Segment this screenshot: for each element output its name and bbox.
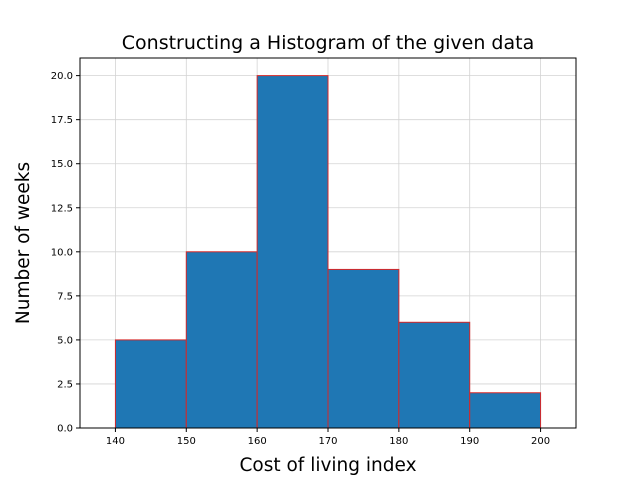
y-axis-label: Number of weeks bbox=[13, 162, 34, 324]
y-tick-label: 10.0 bbox=[51, 247, 73, 258]
y-tick-label: 0.0 bbox=[57, 424, 73, 435]
histogram-bar bbox=[469, 392, 542, 429]
x-tick-label: 150 bbox=[177, 436, 196, 447]
x-tick-label: 190 bbox=[460, 436, 479, 447]
x-tick-label: 170 bbox=[318, 436, 337, 447]
histogram-bar bbox=[185, 251, 258, 429]
y-tick-label: 2.5 bbox=[57, 379, 73, 390]
histogram-bar bbox=[256, 75, 329, 429]
y-tick-label: 12.5 bbox=[51, 203, 73, 214]
x-tick-label: 200 bbox=[531, 436, 550, 447]
y-axis-ticks: 0.0 2.5 5.0 7.5 10.0 12.5 15.0 17.5 20.0 bbox=[51, 71, 80, 435]
y-tick-label: 5.0 bbox=[57, 335, 73, 346]
x-tick-label: 160 bbox=[248, 436, 267, 447]
x-tick-label: 140 bbox=[106, 436, 125, 447]
y-tick-label: 7.5 bbox=[57, 291, 73, 302]
y-tick-label: 17.5 bbox=[51, 115, 73, 126]
histogram-bar bbox=[398, 321, 471, 429]
chart-title: Constructing a Histogram of the given da… bbox=[122, 32, 534, 54]
histogram-bar bbox=[114, 339, 187, 429]
x-axis-label: Cost of living index bbox=[239, 455, 416, 476]
x-axis-ticks: 140 150 160 170 180 190 200 bbox=[106, 428, 550, 447]
y-tick-label: 15.0 bbox=[51, 159, 73, 170]
bars bbox=[114, 75, 542, 429]
x-tick-label: 180 bbox=[389, 436, 408, 447]
y-tick-label: 20.0 bbox=[51, 71, 73, 82]
histogram-bar bbox=[327, 268, 400, 429]
